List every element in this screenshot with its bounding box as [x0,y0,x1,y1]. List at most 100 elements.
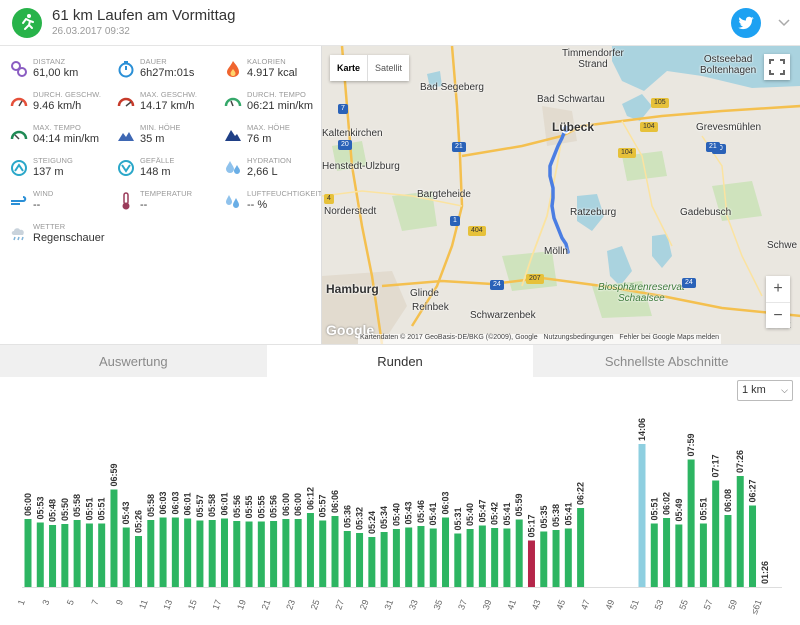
speedometer-icon [10,97,28,107]
lap-bar[interactable] [564,528,572,588]
lap-bar[interactable] [245,521,253,588]
lap-bar[interactable] [159,517,167,588]
lap-bar[interactable] [527,540,535,588]
lap-time-label: 05:48 [48,499,58,522]
lap-bar[interactable] [491,528,499,587]
lap-bar[interactable] [294,519,302,587]
lap-bar[interactable] [442,517,450,588]
lap-bar[interactable] [73,520,81,587]
lap-time-label: 05:59 [514,493,524,516]
lap-bar[interactable] [405,527,413,588]
lap-time-label: 06:00 [23,493,33,516]
x-tick-label: 37 [456,598,469,611]
lap-bar[interactable] [85,523,93,588]
lap-bar[interactable] [196,520,204,588]
attribution-text: Kartendaten © 2017 GeoBasis-DE/BKG (©200… [360,334,538,341]
lap-bar[interactable] [331,516,339,587]
lap-bar[interactable] [110,489,118,588]
lap-bar[interactable] [208,520,216,587]
lap-bar[interactable] [122,527,130,588]
lap-bar[interactable] [368,537,376,587]
lap-bar[interactable] [749,505,757,588]
lap-bar[interactable] [392,529,400,587]
lap-bar[interactable] [171,517,179,588]
lap-bar[interactable] [380,532,388,587]
tab-schnellste-abschnitte[interactable]: Schnellste Abschnitte [604,354,729,369]
lap-bar[interactable] [306,513,314,587]
lap-bar[interactable] [663,518,671,587]
lap-time-label: 05:58 [146,494,156,517]
lap-time-label: 05:58 [207,494,217,517]
lap-bar[interactable] [515,519,523,588]
route-line [548,126,570,254]
lap-bar[interactable] [540,531,548,588]
lap-bar[interactable] [454,533,462,588]
lap-bar[interactable] [220,518,228,588]
lap-time-label: 05:42 [490,502,500,525]
lap-bar[interactable] [577,508,585,587]
lap-bar[interactable] [49,525,57,587]
stat-max-hoehe: MAX. HÖHE 76 m [214,120,324,150]
map-type-karte[interactable]: Karte [337,63,361,73]
zoom-out-button[interactable]: − [773,307,783,324]
zoom-in-button[interactable]: + [773,280,783,297]
route-map[interactable]: Timmendorfer Strand Ostseebad Boltenhagen Ba… [321,46,800,344]
fullscreen-icon [769,59,785,75]
x-tick-label: 23 [284,598,297,611]
road-shield: 21 [706,142,720,152]
lap-distance-select[interactable]: 1 km ⌵ [737,380,793,401]
lap-bar[interactable] [724,515,732,587]
lap-bar[interactable] [429,528,437,588]
lap-bar[interactable] [478,525,486,588]
lap-time-label: 05:57 [318,494,328,517]
map-city-label: Bad Schwartau [537,94,605,105]
lap-bar[interactable] [417,526,425,587]
lap-bar[interactable] [675,524,683,588]
lap-bar[interactable] [233,521,241,587]
stat-wind: WIND -- [0,186,110,216]
lap-bar[interactable] [282,519,290,587]
lap-bar[interactable] [687,459,695,588]
stat-label: WETTER [33,222,66,231]
fullscreen-button[interactable] [764,54,790,80]
lap-bar[interactable] [343,531,351,587]
lap-bar[interactable] [712,480,720,588]
lap-bar[interactable] [257,521,265,588]
distance-icon [11,61,27,77]
lap-time-label: 05:40 [465,503,475,526]
activity-header: 61 km Laufen am Vormittag 26.03.2017 09:… [0,0,800,46]
lap-bar[interactable] [36,522,44,588]
terms-link[interactable]: Nutzungsbedingungen [543,334,614,341]
lap-bar[interactable] [147,520,155,587]
lap-bar[interactable] [98,523,106,588]
lap-bar[interactable] [638,444,646,587]
chevron-down-icon[interactable] [776,14,792,30]
lap-bar[interactable] [61,524,69,587]
tab-auswertung[interactable]: Auswertung [99,354,168,369]
lap-bar[interactable] [270,521,278,587]
lap-time-label: 05:56 [232,495,242,518]
lap-bar[interactable] [356,533,364,587]
map-canvas [322,46,800,344]
stat-label: WIND [33,189,54,198]
lap-bar[interactable] [736,476,744,587]
x-tick-label: 45 [554,598,567,611]
lap-bar[interactable] [319,520,327,588]
map-type-satellit[interactable]: Satellit [367,55,409,81]
map-city-label: Ratzeburg [570,207,617,218]
lap-bar[interactable] [184,518,192,588]
lap-time-label: 05:43 [404,501,414,524]
lap-bar[interactable] [466,529,474,587]
lap-bar[interactable] [650,523,658,588]
twitter-share-button[interactable] [731,8,761,38]
tab-runden[interactable]: Runden [266,345,534,377]
lap-bar[interactable] [503,528,511,588]
lap-bar[interactable] [24,519,32,587]
report-error-link[interactable]: Fehler bei Google Maps melden [619,334,720,341]
lap-bar[interactable] [135,536,143,587]
map-city-label: Bargteheide [417,189,471,200]
lap-bar[interactable] [552,530,560,587]
lap-bar[interactable] [699,523,707,588]
humidity-icon [226,195,239,208]
stat-hydration: HYDRATION 2,66 L [214,153,324,183]
